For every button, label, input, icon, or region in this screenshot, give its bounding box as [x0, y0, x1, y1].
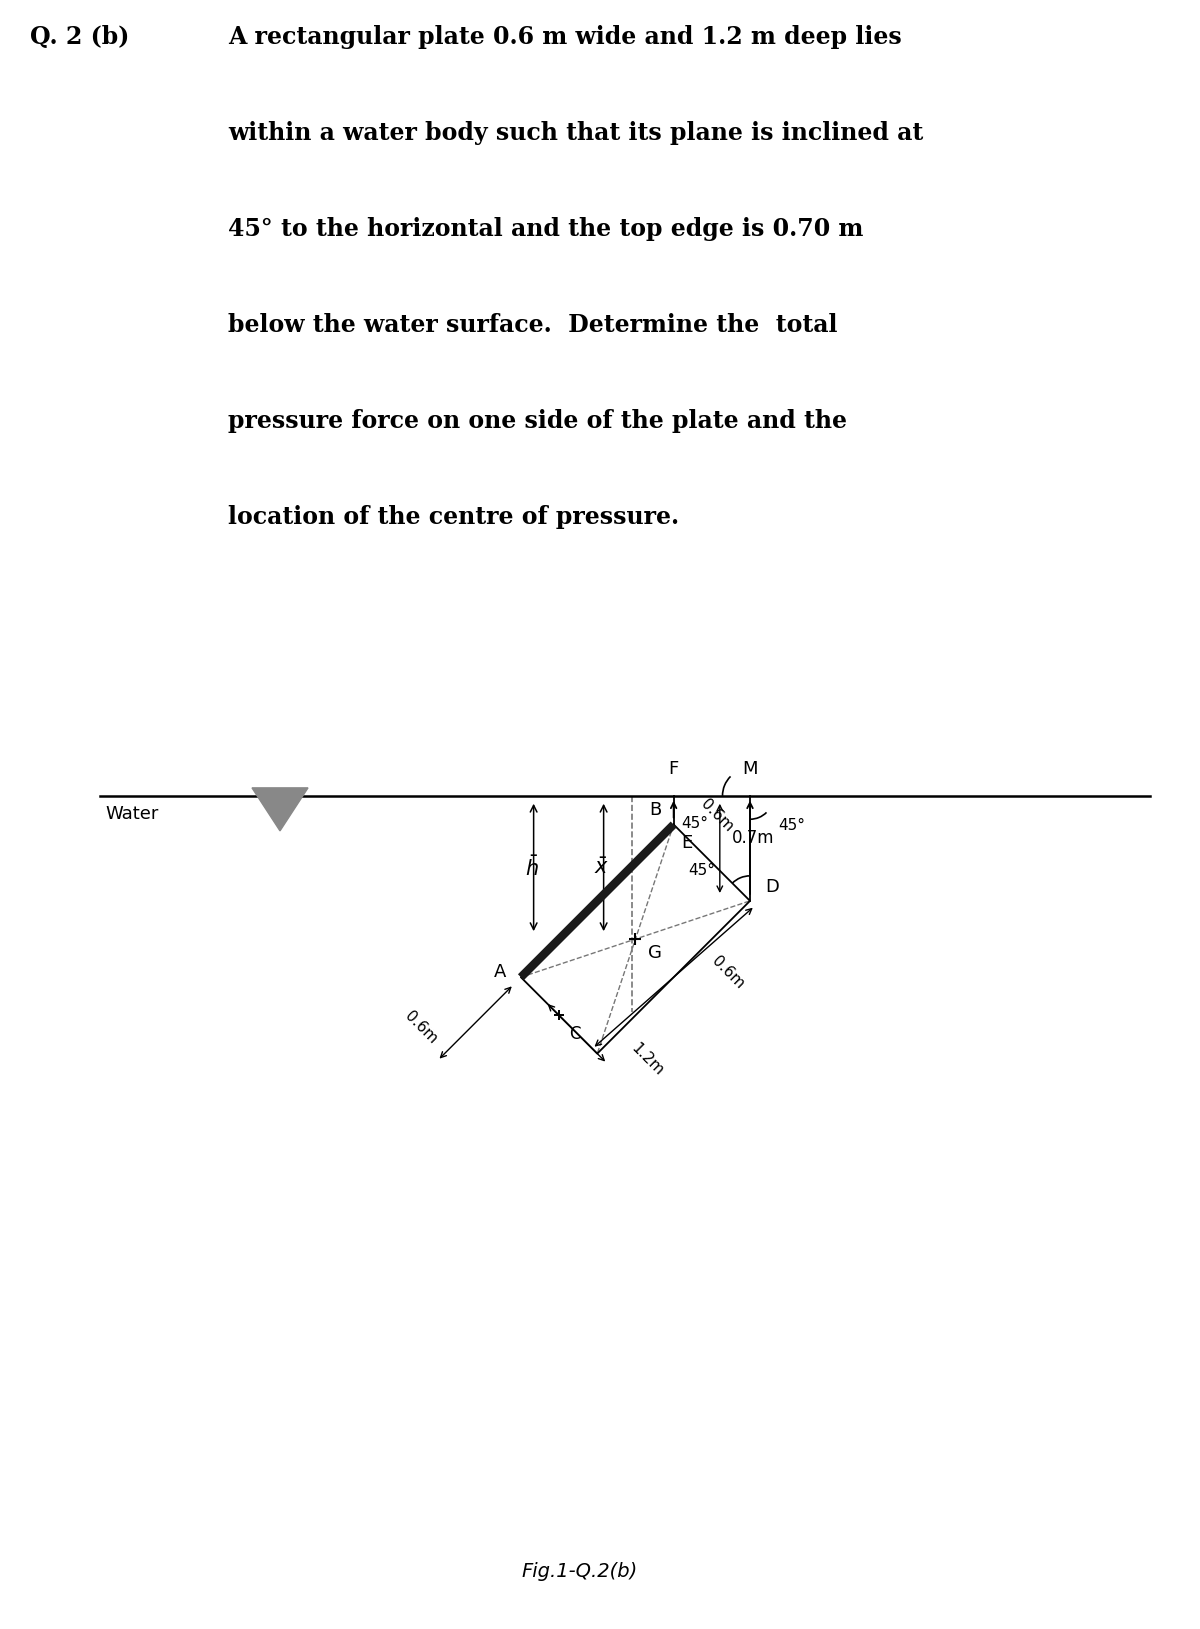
Text: D: D — [766, 878, 779, 896]
Text: 45°: 45° — [689, 863, 715, 878]
Text: 0.6m: 0.6m — [709, 953, 746, 992]
Text: Water: Water — [106, 805, 158, 823]
Text: Fig.1-Q.2(b): Fig.1-Q.2(b) — [522, 1562, 638, 1580]
Text: $\bar{h}$: $\bar{h}$ — [524, 855, 539, 880]
Text: 1.2m: 1.2m — [629, 1041, 666, 1078]
Text: within a water body such that its plane is inclined at: within a water body such that its plane … — [228, 121, 923, 145]
Text: 45° to the horizontal and the top edge is 0.70 m: 45° to the horizontal and the top edge i… — [228, 217, 863, 241]
Text: G: G — [648, 945, 662, 963]
Text: C: C — [569, 1025, 581, 1044]
Text: A: A — [493, 963, 506, 981]
Text: E: E — [682, 834, 692, 852]
Text: $\bar{x}$: $\bar{x}$ — [594, 857, 610, 878]
Text: M: M — [743, 759, 757, 779]
Text: 0.6m: 0.6m — [402, 1008, 440, 1046]
Text: 0.6m: 0.6m — [697, 797, 736, 834]
Text: 0.7m: 0.7m — [732, 829, 774, 847]
Text: B: B — [649, 801, 661, 819]
Text: below the water surface.  Determine the  total: below the water surface. Determine the t… — [228, 313, 838, 337]
Text: F: F — [668, 759, 679, 779]
Text: location of the centre of pressure.: location of the centre of pressure. — [228, 505, 679, 528]
Text: pressure force on one side of the plate and the: pressure force on one side of the plate … — [228, 409, 847, 433]
Text: 45°: 45° — [682, 816, 708, 831]
Text: A rectangular plate 0.6 m wide and 1.2 m deep lies: A rectangular plate 0.6 m wide and 1.2 m… — [228, 24, 901, 49]
Text: 45°: 45° — [779, 818, 805, 834]
Polygon shape — [252, 788, 308, 831]
Text: Q. 2 (b): Q. 2 (b) — [30, 24, 130, 49]
